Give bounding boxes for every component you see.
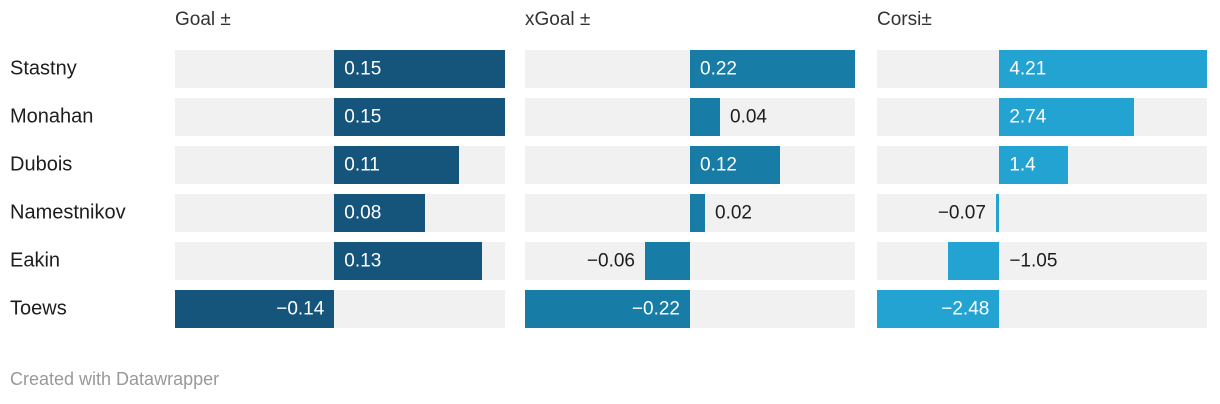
bar-track: −0.14: [175, 290, 505, 328]
bar-value-label: −0.14: [276, 298, 325, 320]
row-label: Stastny: [10, 57, 77, 80]
bar-value-label: 0.12: [700, 154, 737, 176]
bar: [999, 98, 1135, 136]
bar-track: 0.12: [525, 146, 855, 184]
datawrapper-credit: Created with Datawrapper: [10, 369, 220, 389]
bar-value-label: 4.21: [1009, 58, 1047, 80]
bar-track: 2.74: [877, 98, 1207, 136]
row-label: Namestnikov: [10, 201, 126, 224]
row-label: Monahan: [10, 105, 94, 128]
column-header-goal: Goal ±: [175, 9, 231, 30]
bar-value-label: 0.04: [730, 106, 767, 128]
bar-track: −0.06: [525, 242, 855, 280]
bar-value-label: −0.07: [937, 202, 986, 224]
chart-rows: Stastny 0.15 0.22 4.21 Monahan 0.15 0.04 2.74 Du…: [0, 50, 1220, 338]
bar: [999, 146, 1069, 184]
bar-value-label: 0.15: [344, 106, 382, 128]
bar-value-label: 0.11: [344, 154, 380, 176]
bar: [999, 50, 1207, 88]
bar-value-label: 0.08: [344, 202, 382, 224]
column-header-xgoal: xGoal ±: [525, 9, 591, 30]
table-row: Stastny 0.15 0.22 4.21: [0, 50, 1220, 88]
bar-value-label: 0.22: [700, 58, 737, 80]
bar: [334, 242, 483, 280]
bar: [645, 242, 690, 280]
bar-value-label: 2.74: [1009, 106, 1047, 128]
bar-track: 0.15: [175, 98, 505, 136]
bar-track: 0.08: [175, 194, 505, 232]
table-row: Monahan 0.15 0.04 2.74: [0, 98, 1220, 136]
bar-track: −0.22: [525, 290, 855, 328]
row-label: Eakin: [10, 249, 61, 272]
bar-value-label: 0.02: [715, 202, 752, 224]
bar: [995, 194, 1000, 232]
bar: [334, 50, 505, 88]
bar-value-label: −1.05: [1009, 250, 1058, 272]
bar-track: −2.48: [877, 290, 1207, 328]
bar: [690, 194, 705, 232]
bar: [877, 290, 1000, 328]
bar-track: 4.21: [877, 50, 1207, 88]
table-row: Toews −0.14 −0.22 −2.48: [0, 290, 1220, 328]
bar: [690, 98, 720, 136]
bar-track: 0.22: [525, 50, 855, 88]
bar: [525, 290, 690, 328]
bar-track: 0.15: [175, 50, 505, 88]
bar-track: −1.05: [877, 242, 1207, 280]
bar-track: 0.13: [175, 242, 505, 280]
table-row: Dubois 0.11 0.12 1.4: [0, 146, 1220, 184]
row-label: Toews: [10, 297, 67, 320]
table-row: Namestnikov 0.08 0.02 −0.07: [0, 194, 1220, 232]
bar: [690, 146, 780, 184]
bar: [334, 194, 426, 232]
bar-value-label: −2.48: [941, 298, 990, 320]
bar-track: 0.11: [175, 146, 505, 184]
bar-value-label: 0.15: [344, 58, 382, 80]
bar-value-label: 0.13: [344, 250, 382, 272]
column-header-corsi: Corsi±: [877, 9, 932, 30]
bar: [334, 146, 460, 184]
bar-track: 1.4: [877, 146, 1207, 184]
row-label: Dubois: [10, 153, 73, 176]
bar-value-label: −0.06: [586, 250, 635, 272]
bar: [334, 98, 505, 136]
bar-value-label: 1.4: [1009, 154, 1036, 176]
bar: [947, 242, 1000, 280]
bar: [690, 50, 855, 88]
table-row: Eakin 0.13 −0.06 −1.05: [0, 242, 1220, 280]
bar-track: 0.04: [525, 98, 855, 136]
bar: [175, 290, 335, 328]
bar-track: −0.07: [877, 194, 1207, 232]
bar-track: 0.02: [525, 194, 855, 232]
bar-value-label: −0.22: [631, 298, 680, 320]
